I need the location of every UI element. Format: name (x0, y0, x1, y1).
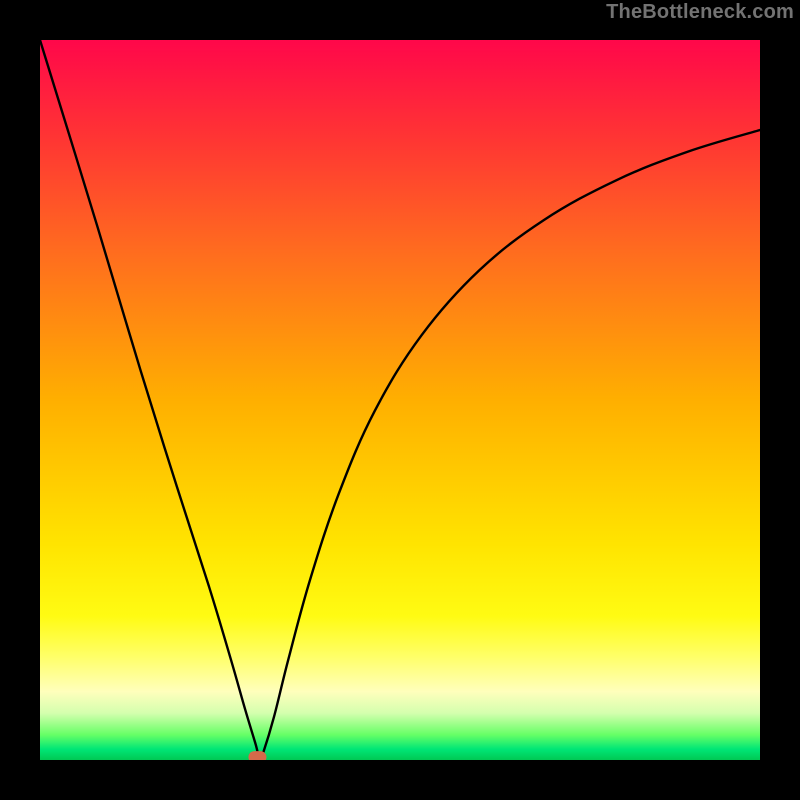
chart-frame: { "watermark": { "text": "TheBottleneck.… (0, 0, 800, 800)
frame-border (0, 760, 800, 800)
frame-border (0, 0, 40, 800)
plot-background (40, 40, 760, 760)
frame-border (760, 0, 800, 800)
watermark-text: TheBottleneck.com (606, 1, 794, 24)
bottleneck-chart (0, 0, 800, 800)
